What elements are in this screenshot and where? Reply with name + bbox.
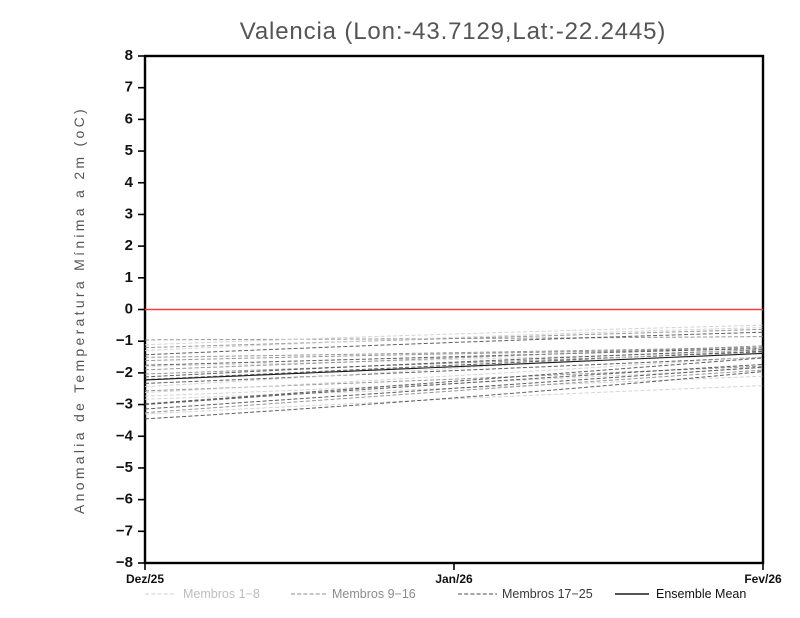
svg-text:−8: −8 [116, 554, 133, 571]
svg-text:−1: −1 [116, 332, 133, 349]
svg-text:1: 1 [125, 269, 133, 286]
svg-text:−7: −7 [116, 522, 133, 539]
svg-text:−2: −2 [116, 364, 133, 381]
svg-text:4: 4 [125, 174, 134, 191]
svg-text:Dez/25: Dez/25 [126, 572, 164, 586]
svg-text:Membros 9−16: Membros 9−16 [332, 587, 416, 601]
svg-text:7: 7 [125, 79, 133, 96]
svg-text:3: 3 [125, 205, 133, 222]
svg-text:Membros 1−8: Membros 1−8 [183, 587, 260, 601]
svg-text:Anomalia de Temperatura Mínima: Anomalia de Temperatura Mínima a 2m (oC) [71, 106, 87, 514]
svg-text:5: 5 [125, 142, 133, 159]
svg-text:Ensemble Mean: Ensemble Mean [656, 587, 746, 601]
svg-text:−6: −6 [116, 491, 133, 508]
svg-text:6: 6 [125, 110, 133, 127]
svg-text:Fev/26: Fev/26 [744, 572, 782, 586]
svg-text:−4: −4 [116, 427, 134, 444]
svg-text:8: 8 [125, 47, 133, 64]
svg-text:−5: −5 [116, 459, 133, 476]
svg-text:−3: −3 [116, 396, 133, 413]
svg-text:2: 2 [125, 237, 133, 254]
svg-text:0: 0 [125, 301, 133, 318]
svg-text:Valencia (Lon:-43.7129,Lat:-22: Valencia (Lon:-43.7129,Lat:-22.2445) [240, 18, 666, 45]
svg-text:Jan/26: Jan/26 [435, 572, 473, 586]
svg-text:Membros 17−25: Membros 17−25 [502, 587, 593, 601]
